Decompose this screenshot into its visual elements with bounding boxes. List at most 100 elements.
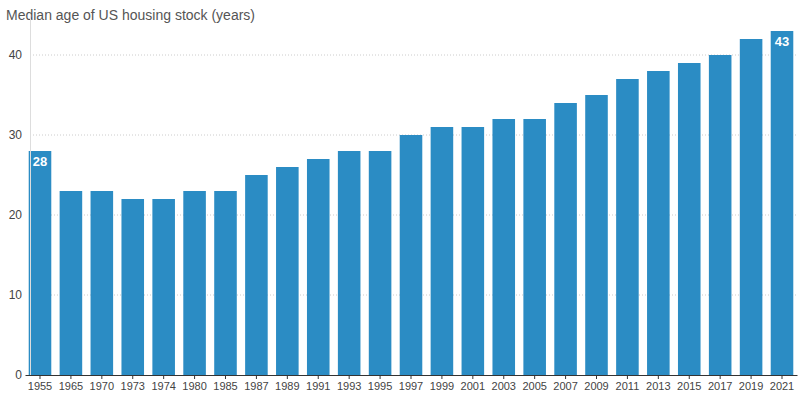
x-tick-mark	[163, 375, 164, 379]
x-tick-mark	[380, 375, 381, 379]
grid-line	[30, 55, 797, 56]
x-tick-label: 1991	[306, 380, 330, 392]
bar	[369, 151, 392, 375]
x-tick-mark	[596, 375, 597, 379]
x-tick-mark	[441, 375, 442, 379]
x-tick: 2001	[461, 375, 485, 392]
bar	[307, 159, 330, 375]
x-tick-mark	[565, 375, 566, 379]
bar	[121, 199, 144, 375]
bar	[400, 135, 423, 375]
x-tick-mark	[70, 375, 71, 379]
bar	[245, 175, 268, 375]
x-tick-mark	[472, 375, 473, 379]
x-tick-label: 1973	[121, 380, 145, 392]
x-tick: 2013	[646, 375, 670, 392]
bar	[91, 191, 114, 375]
y-tick: 10	[9, 288, 30, 302]
bar	[616, 79, 639, 375]
x-tick-mark	[39, 375, 40, 379]
x-tick-label: 1989	[275, 380, 299, 392]
bar	[492, 119, 515, 375]
y-tick-label: 0	[15, 368, 22, 382]
x-tick-label: 2009	[584, 380, 608, 392]
x-tick: 2005	[522, 375, 546, 392]
y-tick: 40	[9, 48, 30, 62]
y-tick: 20	[9, 208, 30, 222]
bar	[554, 103, 577, 375]
bar	[709, 55, 732, 375]
x-tick: 2015	[677, 375, 701, 392]
bar	[462, 127, 485, 375]
chart-title: Median age of US housing stock (years)	[6, 7, 255, 23]
bar	[29, 151, 52, 375]
x-tick-label: 2001	[461, 380, 485, 392]
bars	[29, 31, 794, 375]
x-tick-mark	[534, 375, 535, 379]
x-tick-mark	[627, 375, 628, 379]
x-tick-mark	[658, 375, 659, 379]
bar	[183, 191, 206, 375]
bar	[523, 119, 546, 375]
bar	[585, 95, 608, 375]
x-tick-mark	[349, 375, 350, 379]
y-tick-label: 10	[9, 288, 23, 302]
x-tick: 2011	[616, 375, 640, 392]
x-tick: 1974	[151, 375, 175, 392]
x-tick-mark	[751, 375, 752, 379]
bar	[276, 167, 299, 375]
x-tick: 1973	[121, 375, 145, 392]
y-axis: 0 10 20 30 40	[9, 16, 31, 383]
x-tick-label: 2017	[708, 380, 732, 392]
x-tick-mark	[256, 375, 257, 379]
y-tick: 30	[9, 128, 30, 142]
x-tick-label: 1965	[59, 380, 83, 392]
x-tick-mark	[689, 375, 690, 379]
x-tick-label: 1997	[399, 380, 423, 392]
x-tick: 1987	[244, 375, 268, 392]
x-tick-mark	[194, 375, 195, 379]
y-tick-label: 40	[9, 48, 23, 62]
x-tick-label: 2015	[677, 380, 701, 392]
x-tick: 1965	[59, 375, 83, 392]
x-tick-label: 1999	[430, 380, 454, 392]
x-tick-label: 1974	[151, 380, 175, 392]
x-tick-label: 2003	[492, 380, 516, 392]
x-tick-label: 2007	[553, 380, 577, 392]
x-tick-label: 1987	[244, 380, 268, 392]
x-tick: 2019	[739, 375, 763, 392]
bar	[152, 199, 175, 375]
x-tick: 1989	[275, 375, 299, 392]
x-tick-mark	[318, 375, 319, 379]
x-tick: 2017	[708, 375, 732, 392]
x-tick: 2021	[770, 375, 794, 392]
x-tick-label: 2013	[646, 380, 670, 392]
data-label: 43	[775, 34, 789, 49]
x-tick: 2007	[553, 375, 577, 392]
bar	[647, 71, 670, 375]
x-tick-label: 2019	[739, 380, 763, 392]
y-axis-line	[30, 16, 31, 376]
bar	[338, 151, 361, 375]
bar	[431, 127, 454, 375]
chart: Median age of US housing stock (years)01…	[0, 0, 800, 401]
bar	[678, 63, 701, 375]
data-label: 28	[33, 154, 47, 169]
x-tick: 1980	[182, 375, 206, 392]
x-tick: 1955	[28, 375, 52, 392]
x-tick: 1997	[399, 375, 423, 392]
x-tick-label: 1993	[337, 380, 361, 392]
x-tick-label: 1985	[213, 380, 237, 392]
x-tick-mark	[720, 375, 721, 379]
x-axis: 1955196519701973197419801985198719891991…	[26, 375, 798, 392]
bar	[740, 39, 763, 375]
bar	[214, 191, 237, 375]
x-tick-label: 2021	[770, 380, 794, 392]
x-tick: 1999	[430, 375, 454, 392]
bar	[771, 31, 794, 375]
x-tick-label: 1995	[368, 380, 392, 392]
x-tick-mark	[287, 375, 288, 379]
x-tick-mark	[101, 375, 102, 379]
data-labels: 28 43	[33, 34, 789, 169]
x-tick-label: 1955	[28, 380, 52, 392]
